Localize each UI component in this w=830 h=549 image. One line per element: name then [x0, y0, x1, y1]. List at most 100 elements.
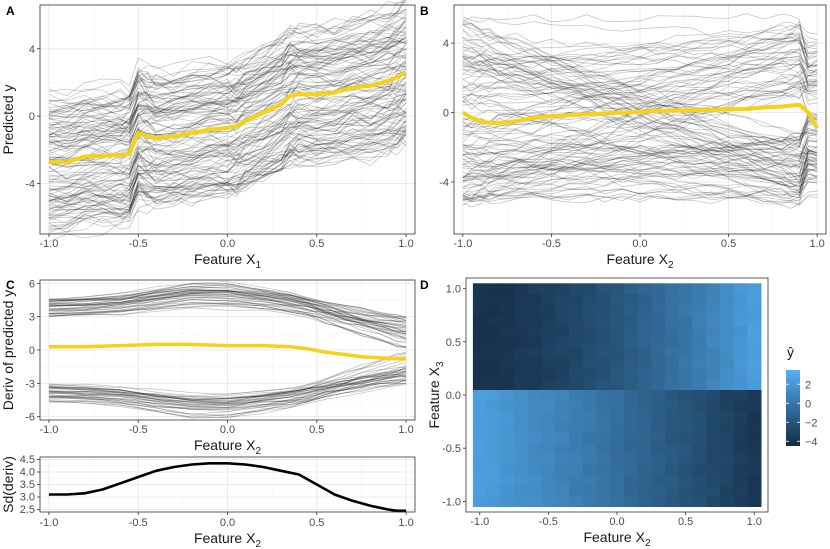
ice-curve: [48, 129, 407, 224]
heatmap-cell: [486, 325, 501, 337]
x-tick-label: 1.0: [398, 517, 413, 529]
ice-curve: [48, 131, 407, 210]
heatmap-cell: [514, 442, 529, 454]
heatmap-cell: [678, 283, 693, 295]
heatmap-cell: [733, 421, 748, 433]
heatmap-cell: [651, 432, 666, 444]
ice-curve: [462, 128, 818, 155]
heatmap-cell: [637, 496, 652, 507]
heatmap-cell: [486, 464, 501, 476]
ice-curve: [462, 60, 818, 135]
heatmap-cell: [706, 432, 721, 444]
heatmap-cell: [651, 379, 666, 390]
heatmap-cell: [720, 400, 735, 412]
deriv-ice-curve: [48, 291, 407, 325]
heatmap-cell: [500, 496, 515, 507]
ice-curve: [48, 14, 407, 129]
deriv-ice-curve: [48, 283, 407, 335]
heatmap-cell: [610, 304, 625, 316]
heatmap-cell: [486, 357, 501, 369]
ice-curve: [48, 29, 407, 103]
heatmap-cell: [555, 474, 570, 486]
heatmap-cell: [514, 411, 529, 422]
ice-curve: [48, 118, 407, 217]
deriv-ice-curve: [48, 367, 407, 405]
ice-curve: [462, 21, 818, 167]
panel-letter-b: B: [420, 4, 429, 18]
heatmap-cell: [665, 474, 680, 486]
ice-curve: [48, 62, 407, 172]
heatmap-cell: [747, 464, 762, 476]
heatmap-cell: [678, 442, 693, 454]
ice-curve: [48, 105, 407, 189]
heatmap-cell: [500, 336, 515, 348]
heatmap-cell: [569, 496, 584, 507]
ice-curve: [462, 35, 818, 133]
heatmap-cell: [733, 464, 748, 476]
heatmap-cell: [665, 336, 680, 348]
ice-curve: [462, 122, 818, 182]
heatmap-cell: [610, 368, 625, 380]
heatmap-cell: [747, 442, 762, 454]
heatmap-cell: [720, 432, 735, 444]
heatmap-cell: [486, 400, 501, 412]
ice-curve: [48, 114, 407, 215]
heatmap-cell: [733, 442, 748, 454]
heatmap-cell: [733, 400, 748, 412]
x-tick-label: -1.0: [39, 238, 58, 250]
heatmap-cell: [747, 304, 762, 316]
heatmap-cell: [472, 368, 487, 380]
ice-curve: [48, 141, 407, 220]
deriv-ice-curve: [48, 294, 407, 323]
heatmap-cell: [582, 379, 597, 390]
deriv-ice-curve: [48, 382, 407, 419]
heatmap-cell: [541, 442, 556, 454]
heatmap-cell: [733, 432, 748, 444]
ice-curves: [462, 13, 818, 209]
heatmap-cell: [555, 379, 570, 390]
ice-curve: [462, 80, 818, 201]
heatmap-cell: [555, 464, 570, 476]
heatmap-cell: [541, 485, 556, 497]
heatmap-cell: [500, 464, 515, 476]
heatmap-cell: [637, 474, 652, 486]
ice-curve: [462, 101, 818, 191]
heatmap-cell: [678, 485, 693, 497]
x-tick-label: 0.5: [309, 238, 324, 250]
heatmap-cell: [582, 304, 597, 316]
heatmap-cell: [610, 411, 625, 422]
ice-curve: [48, 104, 407, 195]
heatmap-cell: [596, 315, 611, 327]
heatmap-cell: [500, 453, 515, 465]
heatmap-cell: [665, 421, 680, 433]
heatmap-cell: [527, 464, 542, 476]
deriv-ice-curve: [48, 305, 407, 333]
heatmap-cell: [569, 325, 584, 337]
heatmap-cell: [623, 304, 638, 316]
heatmap-cell: [569, 315, 584, 327]
deriv-ice-curve: [48, 283, 407, 322]
heatmap-cell: [692, 283, 707, 295]
heatmap-cell: [720, 283, 735, 295]
ice-curve: [462, 100, 818, 143]
x-tick-label: -0.5: [539, 516, 558, 528]
deriv-ice-curve: [48, 373, 407, 408]
ice-curve: [48, 8, 407, 114]
deriv-ice-curve: [48, 375, 407, 403]
heatmap-cell: [678, 496, 693, 507]
x-axis-label-text: Feature X: [194, 437, 256, 453]
heatmap-cell: [555, 453, 570, 465]
heatmap-cell: [665, 389, 680, 401]
heatmap-cell: [678, 411, 693, 422]
ice-curve: [48, 108, 407, 224]
heatmap-cell: [706, 283, 721, 295]
heatmap-cell: [582, 400, 597, 412]
x-axis-label-subscript: 2: [645, 538, 651, 549]
ice-curve: [462, 47, 818, 188]
deriv-ice-curve: [48, 304, 407, 332]
heatmap-cell: [582, 453, 597, 465]
heatmap-cell: [472, 347, 487, 359]
heatmap-cell: [472, 474, 487, 486]
heatmap-cell: [569, 400, 584, 412]
ice-curve: [462, 80, 818, 98]
